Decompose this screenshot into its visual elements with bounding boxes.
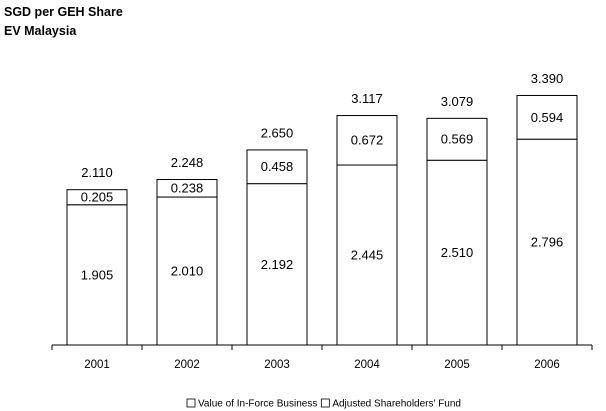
legend-label: Adjusted Shareholders' Fund — [332, 399, 461, 410]
total-label: 3.117 — [351, 91, 383, 106]
total-label: 2.110 — [81, 165, 113, 180]
bar-segment — [66, 189, 128, 206]
bar-segment — [156, 196, 218, 346]
bar-segment — [516, 138, 578, 346]
total-label: 2.248 — [171, 155, 204, 170]
segment-label: 2.796 — [531, 235, 564, 250]
chart-subtitle: EV Malaysia — [4, 24, 77, 38]
legend-swatch — [186, 398, 196, 408]
bar-segment — [66, 204, 128, 346]
segment-label: 2.010 — [171, 263, 204, 278]
bar-segment — [246, 183, 308, 346]
bar-segment — [516, 94, 578, 140]
legend-label: Value of In-Force Business — [198, 399, 317, 410]
x-tick-label: 2005 — [444, 359, 470, 371]
x-tick-label: 2004 — [354, 359, 380, 371]
segment-label: 2.445 — [351, 247, 384, 262]
bar-segment — [156, 179, 218, 198]
x-tick-label: 2003 — [264, 359, 290, 371]
segment-label: 0.238 — [171, 181, 204, 196]
legend: Value of In-Force Business Adjusted Share… — [186, 398, 461, 410]
segment-label: 1.905 — [81, 267, 114, 282]
legend-swatch — [320, 398, 330, 408]
segment-label: 0.594 — [531, 110, 564, 125]
x-tick-label: 2002 — [174, 359, 200, 371]
total-label: 3.079 — [441, 94, 474, 109]
segment-label: 2.192 — [261, 257, 294, 272]
bar-segment — [336, 115, 398, 166]
chart-title: SGD per GEH Share — [4, 5, 123, 19]
bar-segment — [426, 117, 488, 161]
segment-label: 0.205 — [81, 190, 114, 205]
bar-segment — [426, 159, 488, 346]
segment-label: 0.569 — [441, 132, 474, 147]
segment-label: 2.510 — [441, 245, 474, 260]
bar-segment — [336, 164, 398, 346]
x-tick-label: 2006 — [534, 359, 560, 371]
segment-label: 0.672 — [351, 133, 384, 148]
bar-segment — [246, 149, 308, 185]
x-tick-label: 2001 — [84, 359, 110, 371]
total-label: 3.390 — [531, 71, 564, 86]
segment-label: 0.458 — [261, 159, 294, 174]
total-label: 2.650 — [261, 125, 294, 140]
